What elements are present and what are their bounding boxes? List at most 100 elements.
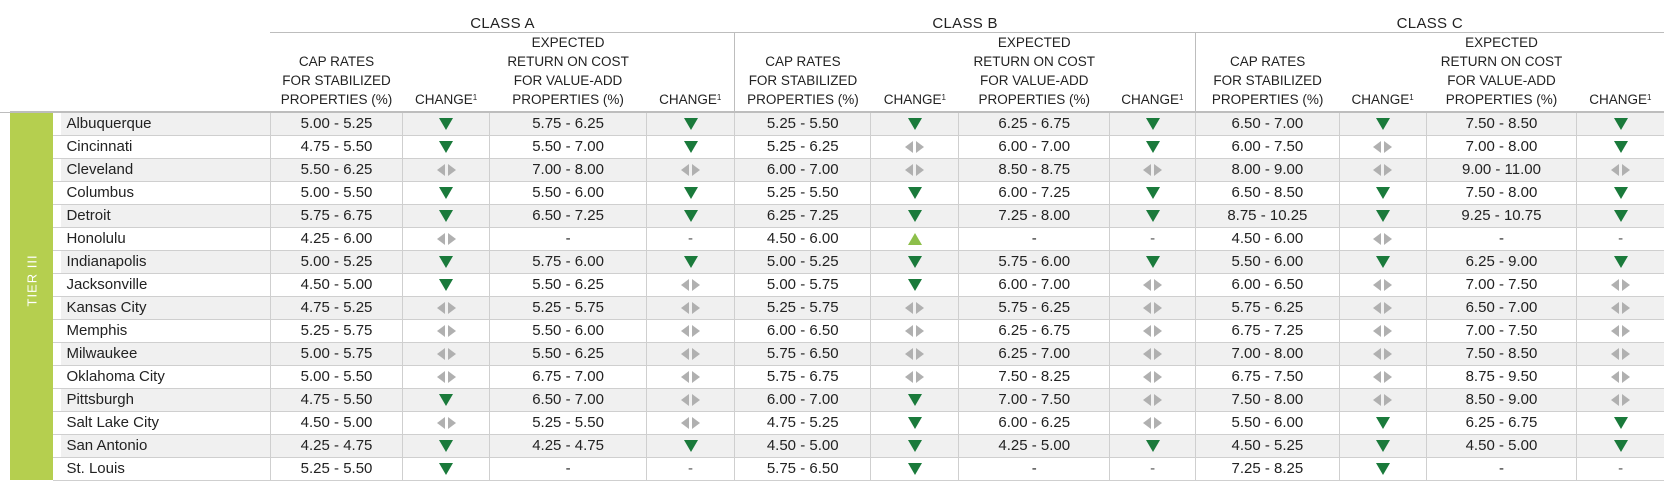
change-indicator [1338, 365, 1427, 389]
no-change-icon [1373, 141, 1393, 154]
change-indicator [402, 342, 490, 366]
table-row: Milwaukee 5.00 - 5.75 5.50 - 6.25 5.75 - 6.… [0, 342, 1664, 366]
cap-rate-value: 7.00 - 8.00 [1195, 342, 1340, 366]
expected-return-value: 7.00 - 8.00 [1425, 135, 1577, 159]
change-indicator [1338, 227, 1427, 251]
city-name: Milwaukee [61, 342, 271, 366]
change-indicator: - [1576, 457, 1664, 481]
cap-rate-value: 4.50 - 6.00 [1195, 227, 1340, 251]
no-change-icon [436, 302, 456, 315]
expected-return-header-line: FOR VALUE-ADD [1447, 73, 1556, 88]
cap-rates-header-line: PROPERTIES (%) [280, 92, 393, 107]
change-indicator [645, 388, 735, 412]
down-triangle-icon [1375, 417, 1390, 430]
change-indicator [1576, 342, 1664, 366]
expected-return-value: 5.50 - 6.25 [489, 342, 647, 366]
expected-return-value: 8.50 - 8.75 [958, 158, 1110, 182]
table-row: Jacksonville 4.50 - 5.00 5.50 - 6.25 5.00 -… [0, 273, 1664, 297]
change-indicator [1338, 411, 1427, 435]
change-indicator [402, 111, 490, 136]
down-triangle-icon [683, 210, 698, 223]
expected-return-value: - [489, 227, 647, 251]
change-indicator [402, 204, 490, 228]
down-triangle-icon [1145, 440, 1160, 453]
table-row: Indianapolis 5.00 - 5.25 5.75 - 6.00 5.00 -… [0, 250, 1664, 274]
change-indicator [1338, 111, 1427, 136]
expected-return-value: 7.25 - 8.00 [958, 204, 1110, 228]
change-header: CHANGE1 [1109, 32, 1196, 113]
city-name: Oklahoma City [61, 365, 271, 389]
expected-return-value: 5.75 - 6.00 [958, 250, 1110, 274]
no-data-dash: - [1150, 460, 1156, 477]
change-indicator [645, 158, 735, 182]
cap-rate-value: 4.25 - 6.00 [269, 227, 403, 251]
change-indicator [1338, 342, 1427, 366]
down-triangle-icon [439, 141, 454, 154]
change-indicator [645, 365, 735, 389]
change-indicator [645, 434, 735, 458]
city-name: Salt Lake City [61, 411, 271, 435]
no-change-icon [681, 164, 700, 177]
no-change-icon [1611, 164, 1631, 177]
cap-rates-header-line: CAP RATES [298, 54, 375, 69]
no-change-icon [681, 279, 700, 292]
change-indicator: - [1576, 227, 1664, 251]
change-indicator [1109, 434, 1196, 458]
cap-rate-value: 5.25 - 5.50 [734, 111, 871, 136]
cap-rate-value: 4.50 - 5.25 [1195, 434, 1340, 458]
cap-rate-value: 8.00 - 9.00 [1195, 158, 1340, 182]
change-indicator [1338, 319, 1427, 343]
cap-rate-value: 5.00 - 5.50 [269, 365, 403, 389]
down-triangle-icon [1145, 141, 1160, 154]
change-footnote-marker: 1 [1647, 93, 1652, 102]
change-indicator [1576, 135, 1664, 159]
change-indicator [1338, 158, 1427, 182]
change-indicator [1576, 296, 1664, 320]
down-triangle-icon [683, 118, 698, 131]
change-indicator [1109, 111, 1196, 136]
down-triangle-icon [907, 394, 922, 407]
expected-return-value: - [958, 227, 1110, 251]
no-change-icon [1143, 325, 1163, 338]
change-indicator [1109, 273, 1196, 297]
city-name: Albuquerque [61, 111, 271, 136]
no-change-icon [436, 325, 456, 338]
cap-rates-header-line: FOR STABILIZED [748, 73, 858, 88]
cap-rates-header-line: CAP RATES [765, 54, 841, 69]
down-triangle-icon [439, 210, 454, 223]
cap-rate-value: 5.75 - 6.75 [734, 365, 871, 389]
expected-return-value: 6.00 - 7.00 [958, 273, 1110, 297]
change-indicator [1109, 365, 1196, 389]
no-change-icon [905, 348, 925, 361]
expected-return-value: 6.25 - 9.00 [1425, 250, 1577, 274]
change-indicator [1109, 250, 1196, 274]
cap-rates-header-line: CAP RATES [1229, 54, 1306, 69]
change-indicator [1338, 250, 1427, 274]
expected-return-value: - [1425, 227, 1577, 251]
change-footnote-marker: 1 [716, 93, 722, 102]
change-indicator [402, 158, 490, 182]
change-indicator [402, 135, 490, 159]
cap-rate-value: 5.25 - 5.50 [269, 457, 403, 481]
cap-rates-header-line: PROPERTIES (%) [1211, 92, 1324, 107]
expected-return-value: 6.50 - 7.00 [489, 388, 647, 412]
expected-return-value: 9.00 - 11.00 [1425, 158, 1577, 182]
no-change-icon [1373, 302, 1393, 315]
change-indicator [870, 319, 959, 343]
expected-return-value: 5.75 - 6.25 [958, 296, 1110, 320]
down-triangle-icon [1375, 118, 1390, 131]
expected-return-value: 7.50 - 8.25 [958, 365, 1110, 389]
cap-rate-value: 6.75 - 7.25 [1195, 319, 1340, 343]
cap-rate-value: 5.00 - 5.25 [269, 250, 403, 274]
change-indicator [645, 181, 735, 205]
expected-return-value: 5.25 - 5.50 [489, 411, 647, 435]
down-triangle-icon [1145, 256, 1160, 269]
expected-return-value: 4.25 - 5.00 [958, 434, 1110, 458]
change-indicator [402, 365, 490, 389]
change-header: CHANGE1 [646, 32, 735, 113]
table-row: Honolulu 4.25 - 6.00 - - 4.50 - 6.00 - - 4.50 -… [0, 227, 1664, 251]
down-triangle-icon [1145, 118, 1160, 131]
down-triangle-icon [439, 394, 454, 407]
expected-return-value: 6.00 - 6.25 [958, 411, 1110, 435]
cap-rate-value: 5.75 - 6.50 [734, 342, 871, 366]
